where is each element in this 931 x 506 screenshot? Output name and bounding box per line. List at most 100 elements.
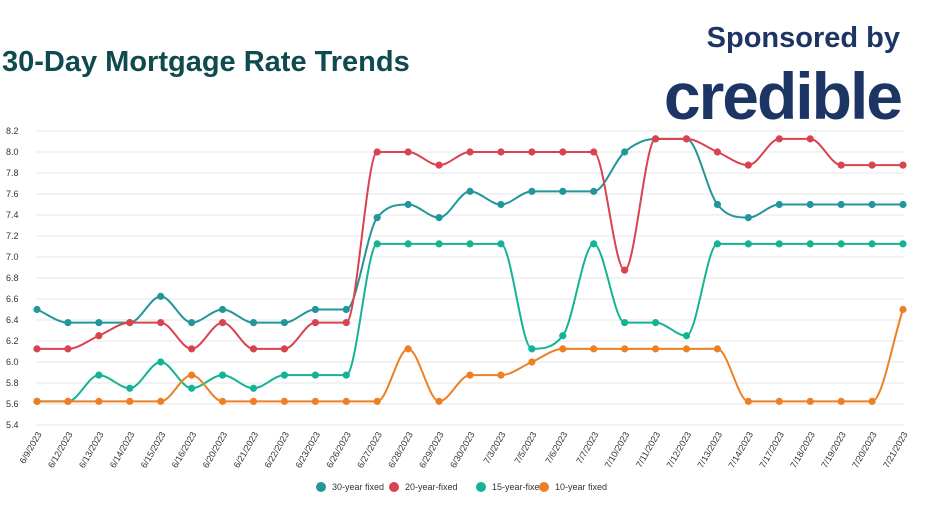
data-point[interactable] (280, 371, 289, 379)
data-point[interactable] (559, 148, 567, 156)
data-point[interactable] (497, 371, 505, 379)
data-point[interactable] (33, 397, 41, 405)
data-point[interactable] (528, 345, 536, 353)
data-point[interactable] (713, 345, 722, 353)
data-point[interactable] (249, 319, 258, 327)
data-point[interactable] (497, 200, 505, 209)
data-point[interactable] (590, 240, 598, 248)
data-point[interactable] (188, 319, 196, 327)
data-point[interactable] (744, 214, 752, 222)
data-point[interactable] (218, 371, 227, 379)
data-point[interactable] (466, 240, 474, 248)
data-point[interactable] (280, 397, 289, 405)
data-point[interactable] (33, 345, 41, 353)
data-point[interactable] (435, 397, 443, 405)
data-point[interactable] (373, 397, 381, 405)
data-point[interactable] (249, 397, 258, 405)
data-point[interactable] (899, 305, 907, 314)
data-point[interactable] (713, 240, 722, 248)
data-point[interactable] (837, 397, 845, 405)
data-point[interactable] (775, 240, 783, 248)
data-point[interactable] (775, 397, 783, 405)
data-point[interactable] (868, 397, 876, 405)
data-point[interactable] (559, 332, 567, 340)
data-point[interactable] (651, 135, 660, 143)
data-point[interactable] (404, 345, 412, 353)
data-point[interactable] (868, 240, 876, 248)
data-point[interactable] (775, 135, 783, 143)
data-point[interactable] (868, 161, 876, 169)
data-point[interactable] (126, 319, 134, 327)
data-point[interactable] (157, 358, 165, 366)
data-point[interactable] (157, 292, 165, 300)
data-point[interactable] (373, 148, 381, 156)
data-point[interactable] (713, 200, 722, 209)
data-point[interactable] (466, 187, 474, 195)
data-point[interactable] (435, 214, 443, 222)
data-point[interactable] (218, 397, 227, 405)
data-point[interactable] (126, 384, 134, 392)
data-point[interactable] (188, 371, 196, 379)
data-point[interactable] (837, 161, 845, 169)
data-point[interactable] (806, 240, 814, 248)
data-point[interactable] (837, 240, 845, 248)
data-point[interactable] (64, 397, 72, 405)
data-point[interactable] (590, 187, 598, 195)
data-point[interactable] (559, 187, 567, 195)
data-point[interactable] (528, 187, 536, 195)
legend-item[interactable]: 15-year-fixed (476, 482, 545, 492)
data-point[interactable] (95, 371, 103, 379)
data-point[interactable] (404, 200, 412, 209)
data-point[interactable] (280, 319, 289, 327)
data-point[interactable] (868, 200, 876, 209)
data-point[interactable] (64, 345, 72, 353)
data-point[interactable] (342, 319, 350, 327)
data-point[interactable] (373, 240, 381, 248)
data-point[interactable] (621, 319, 629, 327)
data-point[interactable] (590, 345, 598, 353)
data-point[interactable] (342, 305, 350, 314)
data-point[interactable] (126, 397, 134, 405)
data-point[interactable] (435, 161, 443, 169)
data-point[interactable] (806, 200, 814, 209)
data-point[interactable] (95, 397, 103, 405)
data-point[interactable] (404, 148, 412, 156)
data-point[interactable] (559, 345, 567, 353)
data-point[interactable] (218, 305, 227, 314)
data-point[interactable] (311, 319, 319, 327)
data-point[interactable] (651, 319, 660, 327)
data-point[interactable] (435, 240, 443, 248)
data-point[interactable] (466, 371, 474, 379)
legend-item[interactable]: 30-year fixed (316, 482, 384, 492)
data-point[interactable] (249, 384, 258, 392)
data-point[interactable] (157, 397, 165, 405)
data-point[interactable] (837, 200, 845, 209)
data-point[interactable] (590, 148, 598, 156)
data-point[interactable] (280, 345, 289, 353)
data-point[interactable] (744, 240, 752, 248)
data-point[interactable] (806, 397, 814, 405)
data-point[interactable] (651, 345, 660, 353)
data-point[interactable] (342, 397, 350, 405)
data-point[interactable] (404, 240, 412, 248)
data-point[interactable] (621, 148, 629, 156)
data-point[interactable] (188, 345, 196, 353)
data-point[interactable] (497, 148, 505, 156)
data-point[interactable] (621, 266, 629, 274)
data-point[interactable] (682, 135, 691, 143)
data-point[interactable] (95, 332, 103, 340)
data-point[interactable] (528, 358, 536, 366)
data-point[interactable] (528, 148, 536, 156)
data-point[interactable] (249, 345, 258, 353)
data-point[interactable] (311, 371, 319, 379)
data-point[interactable] (95, 319, 103, 327)
data-point[interactable] (744, 397, 752, 405)
data-point[interactable] (744, 161, 752, 169)
data-point[interactable] (497, 240, 505, 248)
data-point[interactable] (806, 135, 814, 143)
data-point[interactable] (157, 319, 165, 327)
data-point[interactable] (899, 200, 907, 209)
data-point[interactable] (775, 200, 783, 209)
data-point[interactable] (311, 305, 319, 314)
data-point[interactable] (899, 161, 907, 169)
